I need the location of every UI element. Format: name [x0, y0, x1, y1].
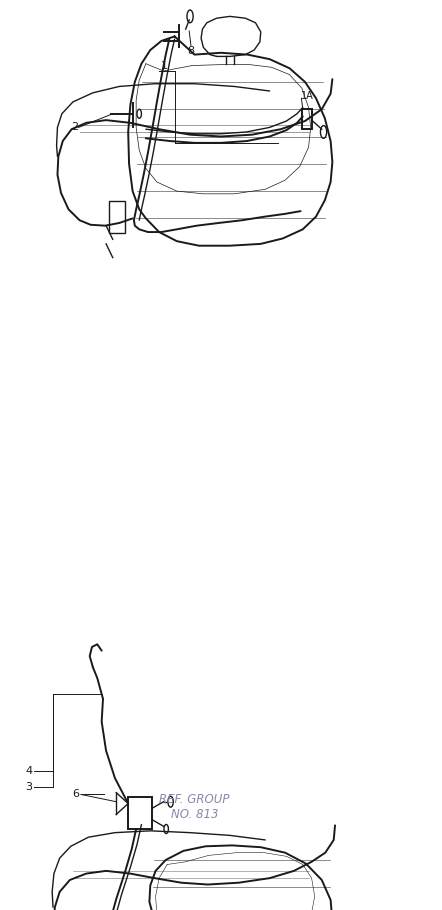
Text: 4: 4: [25, 766, 32, 775]
Text: 3: 3: [25, 783, 32, 792]
Text: REF. GROUP
NO. 813: REF. GROUP NO. 813: [159, 794, 230, 821]
Text: 1: 1: [161, 61, 168, 70]
Bar: [302, 109, 312, 129]
Text: 6: 6: [72, 790, 80, 799]
Circle shape: [320, 126, 327, 138]
Circle shape: [137, 109, 141, 118]
Text: 8: 8: [187, 46, 194, 56]
Text: 2: 2: [71, 123, 78, 132]
Text: 1A: 1A: [301, 91, 314, 100]
Bar: [109, 201, 125, 233]
Bar: [128, 797, 152, 829]
